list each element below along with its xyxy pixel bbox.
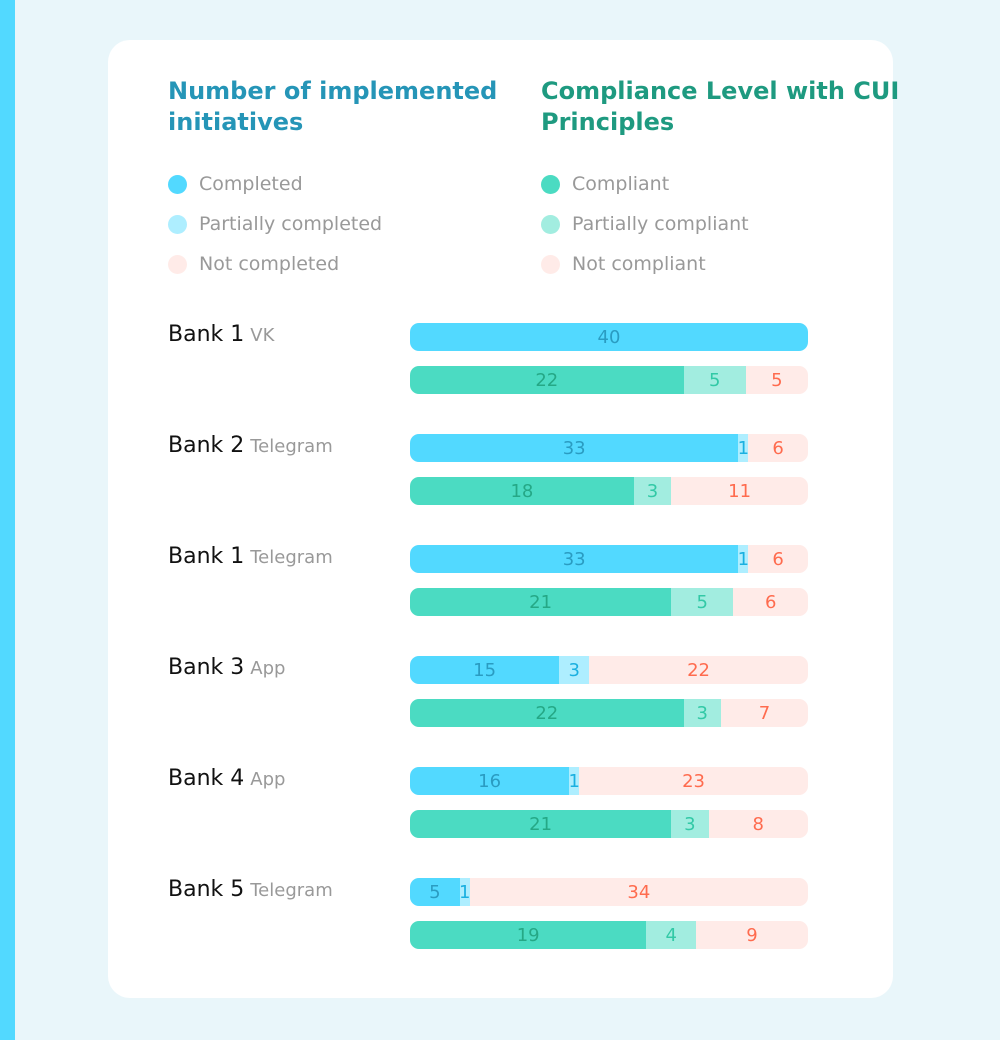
compliance-bar: 19 4 9	[410, 921, 808, 949]
bar-segment-not-compliant: 5	[745, 366, 808, 394]
initiatives-bar: 33 1 6	[410, 434, 808, 462]
legend-label: Partially compliant	[572, 213, 749, 235]
initiatives-bar: 15 3 22	[410, 656, 808, 684]
bar-segment-not-completed: 22	[589, 656, 808, 684]
bar-segment-completed: 16	[410, 767, 570, 795]
bank-name: Bank 1	[168, 544, 245, 569]
bar-segment-partially-completed: 3	[559, 656, 590, 684]
channel-name: Telegram	[250, 880, 333, 901]
bar-segment-compliant: 22	[410, 366, 684, 394]
legend-dot-icon	[168, 254, 187, 274]
initiatives-bar: 5 1 34	[410, 878, 808, 906]
left-accent-bar	[0, 0, 15, 1040]
bank-group: Bank 1 VK 40 22 5 5	[168, 321, 828, 401]
bank-label: Bank 4 App	[168, 766, 285, 791]
bar-segment-partially-completed: 1	[738, 434, 749, 462]
legend-item-compliant: Compliant	[541, 164, 749, 204]
bar-segment-partially-completed: 1	[459, 878, 470, 906]
bar-segment-not-compliant: 9	[696, 921, 808, 949]
bar-segment-partially-compliant: 4	[646, 921, 697, 949]
bank-name: Bank 5	[168, 877, 245, 902]
bank-label: Bank 5 Telegram	[168, 877, 333, 902]
bar-segment-partially-compliant: 5	[671, 588, 734, 616]
compliance-bar: 22 3 7	[410, 699, 808, 727]
bar-segment-partially-completed: 1	[568, 767, 580, 795]
bar-segment-not-compliant: 7	[720, 699, 808, 727]
channel-name: Telegram	[250, 436, 333, 457]
bar-segment-completed: 5	[410, 878, 460, 906]
bar-segment-not-completed: 6	[748, 545, 808, 573]
channel-name: VK	[250, 325, 275, 346]
compliance-title: Compliance Level with CUI Principles	[541, 77, 900, 136]
legend-label: Completed	[199, 173, 303, 195]
bank-group: Bank 3 App 15 3 22 22 3 7	[168, 654, 828, 734]
compliance-bar: 22 5 5	[410, 366, 808, 394]
legend-item-not-completed: Not completed	[168, 244, 382, 284]
bank-name: Bank 4	[168, 766, 245, 791]
legend-item-partially-compliant: Partially compliant	[541, 204, 749, 244]
initiatives-title: Number of implemented initiatives	[168, 77, 498, 136]
compliance-bar: 21 3 8	[410, 810, 808, 838]
legend-item-completed: Completed	[168, 164, 382, 204]
legend-label: Not compliant	[572, 253, 706, 275]
compliance-legend: Compliant Partially compliant Not complian…	[541, 164, 749, 284]
initiatives-bar: 33 1 6	[410, 545, 808, 573]
bar-segment-compliant: 19	[410, 921, 647, 949]
bar-segment-compliant: 18	[410, 477, 634, 505]
legend-label: Not completed	[199, 253, 340, 275]
bar-segment-not-compliant: 6	[733, 588, 808, 616]
legend-dot-icon	[541, 214, 560, 234]
bar-segment-partially-compliant: 3	[633, 477, 672, 505]
bar-segment-completed: 15	[410, 656, 560, 684]
bar-segment-not-completed: 23	[579, 767, 808, 795]
compliance-bar: 18 3 11	[410, 477, 808, 505]
bank-group: Bank 5 Telegram 5 1 34 19 4 9	[168, 876, 828, 956]
legend-item-partially-completed: Partially completed	[168, 204, 382, 244]
bank-group: Bank 2 Telegram 33 1 6 18 3 11	[168, 432, 828, 512]
bar-segment-not-compliant: 8	[708, 810, 808, 838]
bank-label: Bank 1 Telegram	[168, 544, 333, 569]
bar-segment-partially-compliant: 3	[683, 699, 721, 727]
bank-group: Bank 1 Telegram 33 1 6 21 5 6	[168, 543, 828, 623]
initiatives-bar: 16 1 23	[410, 767, 808, 795]
legend-dot-icon	[541, 254, 560, 274]
bar-segment-partially-completed: 1	[738, 545, 749, 573]
bar-segment-completed: 33	[410, 545, 739, 573]
legend-label: Compliant	[572, 173, 670, 195]
bank-label: Bank 2 Telegram	[168, 433, 333, 458]
bank-name: Bank 2	[168, 433, 245, 458]
bank-label: Bank 1 VK	[168, 322, 274, 347]
legend-dot-icon	[541, 174, 560, 194]
initiatives-legend: Completed Partially completed Not complete…	[168, 164, 382, 284]
channel-name: App	[250, 658, 286, 679]
bar-segment-partially-compliant: 5	[683, 366, 746, 394]
bank-name: Bank 1	[168, 322, 245, 347]
bar-segment-compliant: 21	[410, 588, 672, 616]
channel-name: App	[250, 769, 286, 790]
channel-name: Telegram	[250, 547, 333, 568]
legend-label: Partially completed	[199, 213, 383, 235]
bar-segment-partially-compliant: 3	[671, 810, 709, 838]
bar-segment-compliant: 22	[410, 699, 684, 727]
legend-dot-icon	[168, 214, 187, 234]
chart-card: Number of implemented initiatives Compli…	[108, 40, 899, 998]
legend-dot-icon	[168, 174, 187, 194]
bar-segment-completed: 40	[410, 323, 808, 351]
bar-segment-not-completed: 34	[469, 878, 808, 906]
compliance-bar: 21 5 6	[410, 588, 808, 616]
bank-label: Bank 3 App	[168, 655, 285, 680]
bar-segment-compliant: 21	[410, 810, 672, 838]
bar-segment-completed: 33	[410, 434, 739, 462]
bar-segment-not-compliant: 11	[671, 477, 808, 505]
legend-item-not-compliant: Not compliant	[541, 244, 749, 284]
bar-segment-not-completed: 6	[748, 434, 808, 462]
bank-group: Bank 4 App 16 1 23 21 3 8	[168, 765, 828, 845]
bank-name: Bank 3	[168, 655, 245, 680]
initiatives-bar: 40	[410, 323, 808, 351]
